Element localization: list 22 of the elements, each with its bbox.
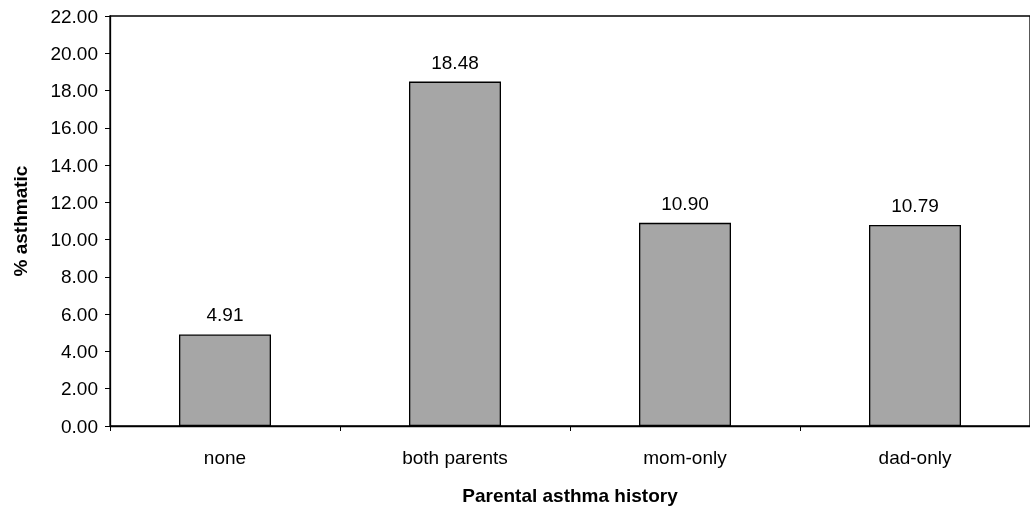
x-tick-label: mom-only — [643, 447, 728, 468]
y-tick-label: 16.00 — [50, 117, 98, 139]
y-tick-label: 8.00 — [61, 266, 98, 288]
x-tick-label: both parents — [402, 447, 508, 468]
x-tick-label: none — [203, 447, 247, 468]
x-axis-title: Parental asthma history — [462, 485, 679, 506]
y-tick-label: 6.00 — [61, 303, 98, 325]
y-tick-label: 18.00 — [50, 80, 98, 102]
y-tick-label: 12.00 — [50, 191, 98, 213]
data-label: 10.79 — [891, 194, 939, 216]
data-label: 10.90 — [661, 192, 709, 214]
y-tick-label: 0.00 — [61, 415, 98, 437]
y-tick-label: 14.00 — [50, 154, 98, 176]
x-tick-label: dad-only — [878, 447, 952, 468]
y-tick-label: 10.00 — [50, 229, 98, 251]
y-tick-label: 2.00 — [61, 378, 98, 400]
y-tick-label: 22.00 — [50, 5, 98, 27]
data-label: 18.48 — [431, 51, 479, 73]
y-tick-label: 20.00 — [50, 42, 98, 64]
y-tick-label: 4.00 — [61, 340, 98, 362]
data-label: 4.91 — [206, 304, 244, 326]
y-axis-title: % asthmatic — [10, 165, 31, 277]
